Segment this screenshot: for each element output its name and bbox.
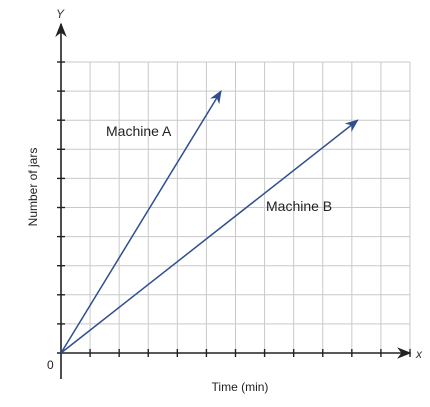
origin-label: 0 [47,358,54,372]
series-label-machine-a: Machine A [106,123,172,139]
axis-ticks [57,61,411,357]
series-line-machine-b [60,119,359,354]
grid [60,61,411,354]
x-axis-symbol: x [415,347,423,361]
y-axis-label: Number of jars [26,148,40,227]
series-label-machine-b: Machine B [266,198,332,214]
series-line-machine-a [60,89,222,354]
y-axis-symbol: Y [56,7,65,21]
series-group: Machine A Machine B [60,89,359,354]
x-axis-label: Time (min) [212,380,269,394]
